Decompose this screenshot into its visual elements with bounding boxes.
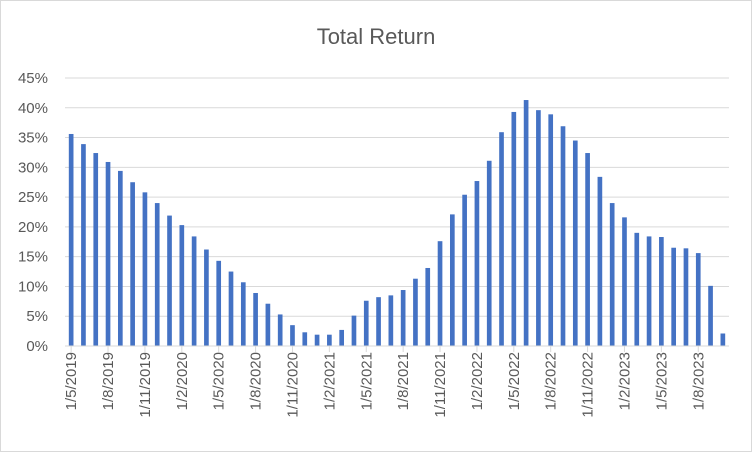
bar	[117, 170, 123, 346]
bar	[81, 144, 86, 346]
bar	[93, 153, 99, 346]
y-tick-label: 20%	[18, 219, 48, 236]
x-tick-label: 1/8/2019	[100, 352, 117, 410]
bar	[130, 182, 135, 346]
x-tick-label: 1/2/2022	[469, 352, 486, 410]
bar	[339, 329, 345, 346]
bar	[105, 161, 111, 346]
bar	[536, 110, 541, 346]
x-tick-label: 1/5/2022	[506, 352, 523, 410]
bar	[486, 160, 492, 346]
bar	[68, 133, 74, 346]
y-tick-label: 0%	[26, 338, 48, 355]
y-tick-label: 35%	[18, 130, 48, 147]
bar	[462, 194, 467, 346]
bar	[597, 176, 603, 346]
x-tick-label: 1/2/2021	[321, 352, 338, 410]
bar	[683, 248, 689, 346]
bar	[351, 315, 357, 346]
x-tick-label: 1/11/2019	[137, 352, 154, 418]
x-tick-label: 1/11/2020	[284, 352, 301, 418]
y-tick-label: 5%	[26, 308, 48, 325]
x-tick-label: 1/11/2022	[580, 352, 597, 418]
bar	[499, 132, 504, 346]
bar	[376, 297, 381, 346]
x-axis-ticks: 1/5/2019 1/8/2019 1/11/2019 1/2/2020 1/5/202…	[63, 346, 707, 418]
bar	[388, 295, 394, 346]
bar	[622, 217, 627, 346]
bar	[265, 303, 271, 346]
bar	[634, 232, 640, 346]
bar	[314, 334, 320, 346]
y-tick-label: 40%	[18, 100, 48, 117]
x-tick-label: 1/5/2020	[211, 352, 228, 410]
y-axis-ticks: 45% 40% 35% 30% 25% 20% 15% 10% 5% 0%	[18, 70, 48, 355]
y-tick-label: 30%	[18, 159, 48, 176]
bar	[659, 237, 664, 346]
x-tick-label: 1/2/2023	[616, 352, 633, 410]
bar	[363, 300, 369, 346]
bar	[523, 100, 529, 346]
y-tick-label: 45%	[18, 70, 48, 87]
bar	[671, 247, 677, 346]
bar	[240, 282, 246, 346]
x-tick-label: 1/8/2022	[543, 352, 560, 410]
bar	[560, 126, 566, 347]
y-tick-label: 25%	[18, 189, 48, 206]
bar	[720, 333, 726, 346]
bar	[327, 334, 332, 346]
x-tick-label: 1/11/2021	[432, 352, 449, 418]
x-tick-label: 1/5/2023	[653, 352, 670, 410]
bar	[277, 314, 283, 346]
x-tick-label: 1/2/2020	[174, 352, 191, 410]
bar	[646, 236, 652, 346]
x-tick-label: 1/5/2021	[358, 352, 375, 410]
bars	[68, 100, 726, 347]
bar	[154, 203, 160, 346]
chart-title: Total Return	[317, 24, 436, 49]
bar	[695, 253, 701, 346]
x-tick-label: 1/8/2021	[395, 352, 412, 410]
bar	[425, 267, 431, 346]
y-tick-label: 15%	[18, 249, 48, 266]
bar	[167, 215, 172, 346]
y-tick-label: 10%	[18, 278, 48, 295]
bar	[204, 249, 209, 346]
grid-lines	[65, 77, 729, 317]
bar	[400, 290, 406, 346]
bar	[708, 285, 713, 346]
bar	[228, 271, 234, 346]
bar	[413, 278, 418, 346]
bar	[609, 203, 615, 346]
bar	[142, 192, 148, 346]
bar	[511, 111, 517, 347]
bar	[548, 114, 554, 346]
x-tick-label: 1/8/2020	[248, 352, 265, 410]
x-tick-label: 1/8/2023	[690, 352, 707, 410]
bar	[302, 332, 308, 346]
bar	[179, 225, 185, 346]
bar	[474, 181, 480, 346]
bar	[449, 214, 455, 346]
bar	[253, 292, 258, 346]
bar	[585, 153, 590, 346]
bar	[216, 260, 222, 346]
bar	[191, 236, 197, 346]
bar	[437, 241, 443, 346]
bar	[290, 325, 295, 346]
x-tick-label: 1/5/2019	[63, 352, 80, 410]
bar	[572, 140, 578, 346]
